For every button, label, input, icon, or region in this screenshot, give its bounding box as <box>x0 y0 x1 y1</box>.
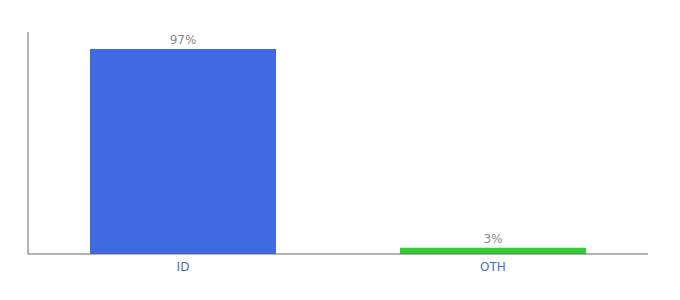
svg-text:ID: ID <box>177 260 190 274</box>
svg-text:3%: 3% <box>483 232 502 246</box>
svg-text:97%: 97% <box>170 33 197 47</box>
svg-text:OTH: OTH <box>480 260 506 274</box>
